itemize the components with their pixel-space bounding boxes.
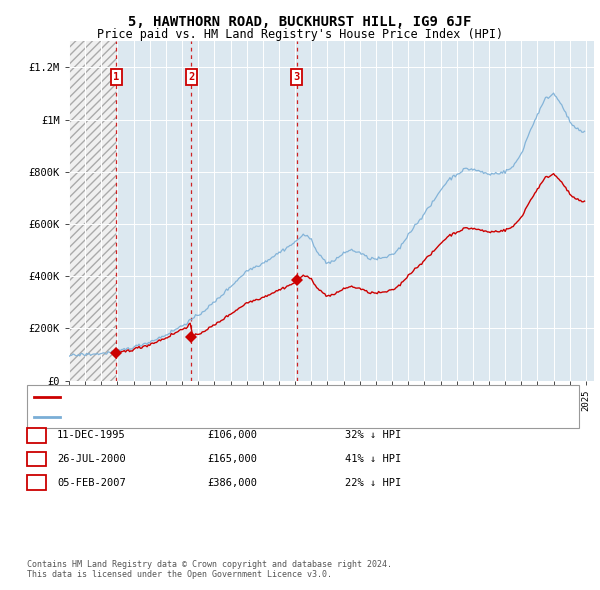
Text: £106,000: £106,000 xyxy=(207,431,257,440)
Text: 3: 3 xyxy=(34,478,40,487)
Text: 5, HAWTHORN ROAD, BUCKHURST HILL, IG9 6JF (detached house): 5, HAWTHORN ROAD, BUCKHURST HILL, IG9 6J… xyxy=(64,392,405,402)
Text: 32% ↓ HPI: 32% ↓ HPI xyxy=(345,431,401,440)
Text: 26-JUL-2000: 26-JUL-2000 xyxy=(57,454,126,464)
Text: 11-DEC-1995: 11-DEC-1995 xyxy=(57,431,126,440)
Text: Contains HM Land Registry data © Crown copyright and database right 2024.
This d: Contains HM Land Registry data © Crown c… xyxy=(27,560,392,579)
Text: 5, HAWTHORN ROAD, BUCKHURST HILL, IG9 6JF: 5, HAWTHORN ROAD, BUCKHURST HILL, IG9 6J… xyxy=(128,15,472,29)
Text: £386,000: £386,000 xyxy=(207,478,257,487)
Text: 2: 2 xyxy=(188,72,194,82)
Text: Price paid vs. HM Land Registry's House Price Index (HPI): Price paid vs. HM Land Registry's House … xyxy=(97,28,503,41)
Text: 2: 2 xyxy=(34,454,40,464)
Text: 41% ↓ HPI: 41% ↓ HPI xyxy=(345,454,401,464)
Bar xyxy=(69,41,116,381)
Text: 22% ↓ HPI: 22% ↓ HPI xyxy=(345,478,401,487)
Text: 1: 1 xyxy=(34,431,40,440)
Text: HPI: Average price, detached house, Redbridge: HPI: Average price, detached house, Redb… xyxy=(64,412,329,422)
Text: 1: 1 xyxy=(113,72,119,82)
Text: £165,000: £165,000 xyxy=(207,454,257,464)
Text: 3: 3 xyxy=(293,72,300,82)
Text: 05-FEB-2007: 05-FEB-2007 xyxy=(57,478,126,487)
